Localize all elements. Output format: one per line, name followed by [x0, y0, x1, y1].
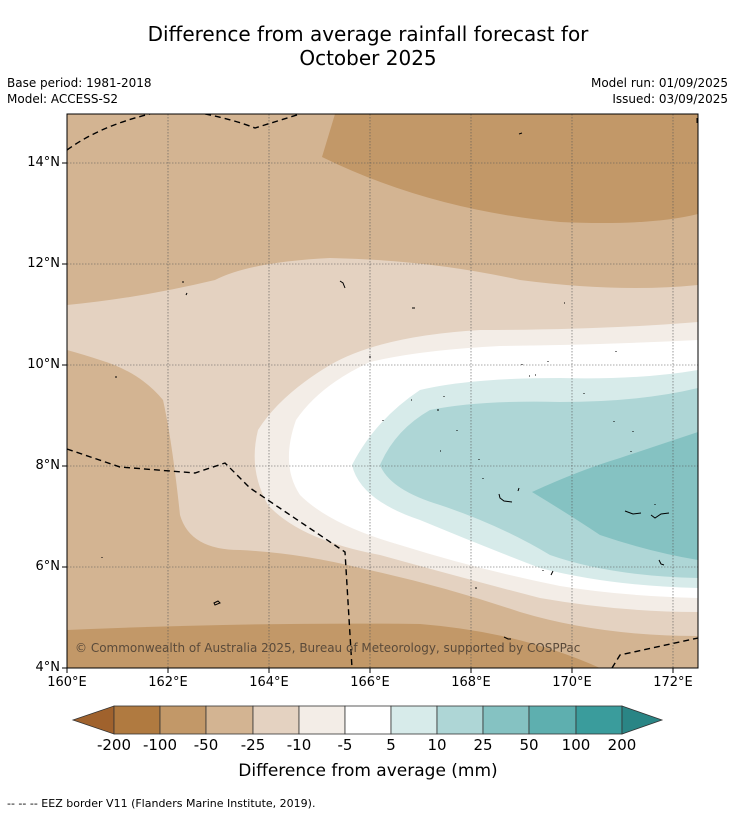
colorbar-segment — [482, 705, 530, 735]
colorbar-segment — [159, 705, 207, 735]
x-tick-label: 162°E — [148, 675, 188, 690]
footer-legend-eez: -- -- -- EEZ border V11 (Flanders Marine… — [7, 797, 316, 810]
title-line-1: Difference from average rainfall forecas… — [147, 22, 589, 46]
colorbar-segment — [113, 705, 161, 735]
region-plus25-plus50 — [532, 432, 698, 560]
x-tick-label: 166°E — [350, 675, 390, 690]
colorbar-tick-label: 5 — [386, 736, 396, 754]
x-tick-label: 170°E — [552, 675, 592, 690]
y-tick-label: 6°N — [35, 559, 61, 574]
y-tick-label: 8°N — [35, 458, 61, 473]
colorbar-tick-label: 200 — [607, 736, 637, 754]
y-tick-label: 12°N — [27, 256, 60, 271]
y-tick-label: 10°N — [27, 357, 60, 372]
colorbar-segment — [344, 705, 392, 735]
colorbar-tick-label: -5 — [337, 736, 353, 754]
x-tick-label: 164°E — [249, 675, 289, 690]
model-name: Model: ACCESS-S2 — [7, 92, 119, 106]
colorbar-tick-label: -50 — [193, 736, 219, 754]
tick-marks — [62, 162, 674, 673]
colorbar-segment — [390, 705, 438, 735]
colorbar-tick-label: 10 — [427, 736, 447, 754]
colorbar-segment — [205, 705, 254, 735]
colorbar — [71, 705, 664, 735]
colorbar-segment — [528, 705, 577, 735]
meta-right: Model run: 01/09/2025 Issued: 03/09/2025 — [591, 75, 728, 107]
colorbar-tick-label: -100 — [142, 736, 178, 754]
gridlines — [67, 114, 698, 668]
colorbar-segment — [298, 705, 346, 735]
colorbar-extend-high — [621, 705, 664, 735]
colorbar-tick-label: 100 — [561, 736, 591, 754]
colorbar-tick-label: -10 — [286, 736, 312, 754]
y-tick-label: 4°N — [35, 660, 61, 675]
colorbar-tick-label: -25 — [240, 736, 266, 754]
region-dark-bottom — [67, 623, 600, 668]
x-tick-label: 160°E — [47, 675, 87, 690]
title-line-2: October 2025 — [299, 46, 437, 70]
eez-borders — [67, 114, 698, 668]
copyright-notice: © Commonwealth of Australia 2025, Bureau… — [75, 641, 581, 655]
islands — [101, 118, 698, 640]
x-tick-label: 168°E — [451, 675, 491, 690]
colorbar-segment — [252, 705, 300, 735]
region-dark-top — [322, 114, 698, 223]
colorbar-extend-low — [71, 705, 115, 735]
meta-left: Base period: 1981-2018 Model: ACCESS-S2 — [7, 75, 152, 107]
colorbar-segment — [575, 705, 623, 735]
model-run: Model run: 01/09/2025 — [590, 76, 728, 90]
map-contours — [67, 114, 698, 668]
colorbar-tick-label: 50 — [519, 736, 539, 754]
colorbar-tick-label: -200 — [96, 736, 132, 754]
colorbar-title: Difference from average (mm) — [238, 761, 498, 781]
colorbar-segment — [436, 705, 484, 735]
map-frame — [66, 113, 699, 669]
chart-title: Difference from average rainfall forecas… — [0, 22, 736, 70]
y-tick-label: 14°N — [27, 155, 60, 170]
issued-date: Issued: 03/09/2025 — [612, 92, 728, 106]
base-period: Base period: 1981-2018 — [7, 76, 152, 90]
x-tick-label: 172°E — [653, 675, 693, 690]
colorbar-tick-label: 25 — [473, 736, 493, 754]
